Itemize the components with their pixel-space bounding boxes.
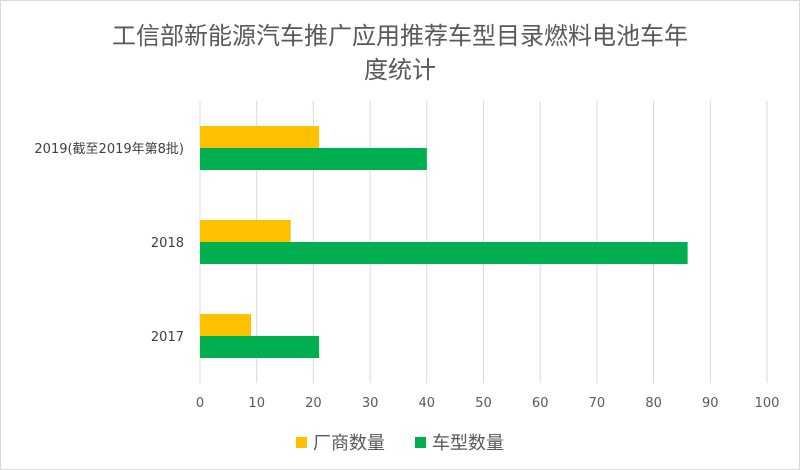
legend-swatch-manufacturers	[296, 436, 307, 448]
x-tick-label-50: 50	[475, 396, 492, 411]
legend-label-manufacturers: 厂商数量	[313, 433, 385, 454]
x-tick-label-40: 40	[419, 396, 436, 411]
bar-models-0	[200, 148, 427, 170]
x-tick-label-0: 0	[196, 396, 204, 411]
bar-models-1	[200, 242, 688, 264]
x-tick-label-70: 70	[589, 396, 606, 411]
chart-title: 工信部新能源汽车推广应用推荐车型目录燃料电池车年 度统计	[1, 19, 799, 87]
x-tick-label-100: 100	[755, 396, 780, 411]
bar-models-2	[200, 336, 320, 358]
category-label-0: 2019(截至2019年第8批)	[34, 142, 184, 157]
bar-manufacturers-0	[200, 126, 320, 148]
bar-chart-plot: 0 10 20 30 40 50 60 70 80 90 100 2019(截至2019年第8批) 20…	[34, 101, 780, 411]
chart-title-line-2: 度统计	[364, 56, 436, 84]
bar-manufacturers-1	[200, 220, 291, 242]
legend-label-models: 车型数量	[432, 433, 504, 454]
x-tick-label-30: 30	[362, 396, 379, 411]
x-tick-label-20: 20	[305, 396, 322, 411]
x-tick-label-90: 90	[702, 396, 719, 411]
x-tick-label-60: 60	[532, 396, 549, 411]
x-tick-label-80: 80	[645, 396, 662, 411]
legend-swatch-models	[415, 436, 426, 448]
legend-item-manufacturers: 厂商数量	[296, 429, 385, 455]
category-label-2: 2017	[151, 330, 184, 345]
bar-manufacturers-2	[200, 314, 252, 336]
chart-legend: 厂商数量 车型数量	[1, 429, 799, 455]
chart-title-line-1: 工信部新能源汽车推广应用推荐车型目录燃料电池车年	[112, 22, 688, 50]
x-tick-label-10: 10	[248, 396, 265, 411]
category-label-1: 2018	[151, 236, 184, 251]
legend-item-models: 车型数量	[415, 429, 504, 455]
